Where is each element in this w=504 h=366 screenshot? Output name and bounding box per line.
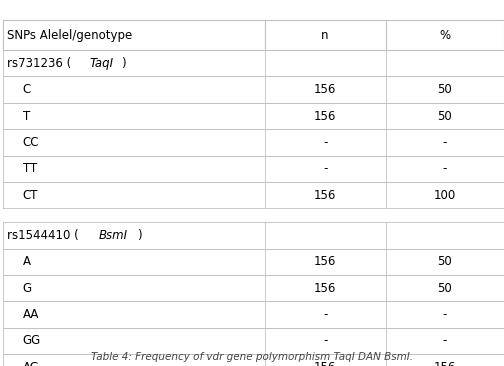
Text: C: C bbox=[23, 83, 31, 96]
Text: ): ) bbox=[137, 229, 141, 242]
Text: G: G bbox=[23, 281, 32, 295]
Text: n: n bbox=[322, 29, 329, 42]
Bar bbox=[3, 20, 504, 50]
Text: 50: 50 bbox=[437, 109, 452, 123]
Bar bbox=[3, 182, 504, 208]
Text: Table 4: Frequency of vdr gene polymorphism TaqI DAN BsmI.: Table 4: Frequency of vdr gene polymorph… bbox=[91, 352, 413, 362]
Text: 100: 100 bbox=[433, 188, 456, 202]
Text: %: % bbox=[439, 29, 451, 42]
Bar bbox=[3, 301, 504, 328]
Text: 156: 156 bbox=[314, 83, 336, 96]
Bar bbox=[3, 328, 504, 354]
Text: -: - bbox=[443, 136, 447, 149]
Text: A: A bbox=[23, 255, 31, 268]
Text: TaqI: TaqI bbox=[89, 57, 113, 70]
Text: CT: CT bbox=[23, 188, 38, 202]
Bar bbox=[3, 208, 504, 222]
Text: 50: 50 bbox=[437, 281, 452, 295]
Text: 156: 156 bbox=[314, 361, 336, 366]
Text: GG: GG bbox=[23, 334, 41, 347]
Text: 156: 156 bbox=[314, 188, 336, 202]
Text: 156: 156 bbox=[314, 109, 336, 123]
Text: 156: 156 bbox=[314, 255, 336, 268]
Bar bbox=[3, 156, 504, 182]
Bar bbox=[3, 275, 504, 301]
Bar bbox=[3, 249, 504, 275]
Text: T: T bbox=[23, 109, 30, 123]
Text: 156: 156 bbox=[433, 361, 456, 366]
Text: -: - bbox=[443, 162, 447, 175]
Text: 156: 156 bbox=[314, 281, 336, 295]
Text: -: - bbox=[323, 136, 327, 149]
Text: 50: 50 bbox=[437, 255, 452, 268]
Text: -: - bbox=[443, 334, 447, 347]
Text: rs1544410 (: rs1544410 ( bbox=[7, 229, 78, 242]
Text: AA: AA bbox=[23, 308, 39, 321]
Bar bbox=[3, 103, 504, 129]
Text: ): ) bbox=[120, 57, 125, 70]
Text: BsmI: BsmI bbox=[99, 229, 128, 242]
Text: -: - bbox=[323, 334, 327, 347]
Bar bbox=[3, 76, 504, 103]
Bar bbox=[3, 222, 504, 249]
Text: rs731236 (: rs731236 ( bbox=[7, 57, 71, 70]
Bar bbox=[3, 50, 504, 76]
Text: -: - bbox=[443, 308, 447, 321]
Text: SNPs Alelel/genotype: SNPs Alelel/genotype bbox=[7, 29, 132, 42]
Text: -: - bbox=[323, 162, 327, 175]
Text: -: - bbox=[323, 308, 327, 321]
Text: TT: TT bbox=[23, 162, 37, 175]
Text: CC: CC bbox=[23, 136, 39, 149]
Text: AG: AG bbox=[23, 361, 39, 366]
Bar bbox=[3, 129, 504, 156]
Text: 50: 50 bbox=[437, 83, 452, 96]
Bar bbox=[3, 354, 504, 366]
